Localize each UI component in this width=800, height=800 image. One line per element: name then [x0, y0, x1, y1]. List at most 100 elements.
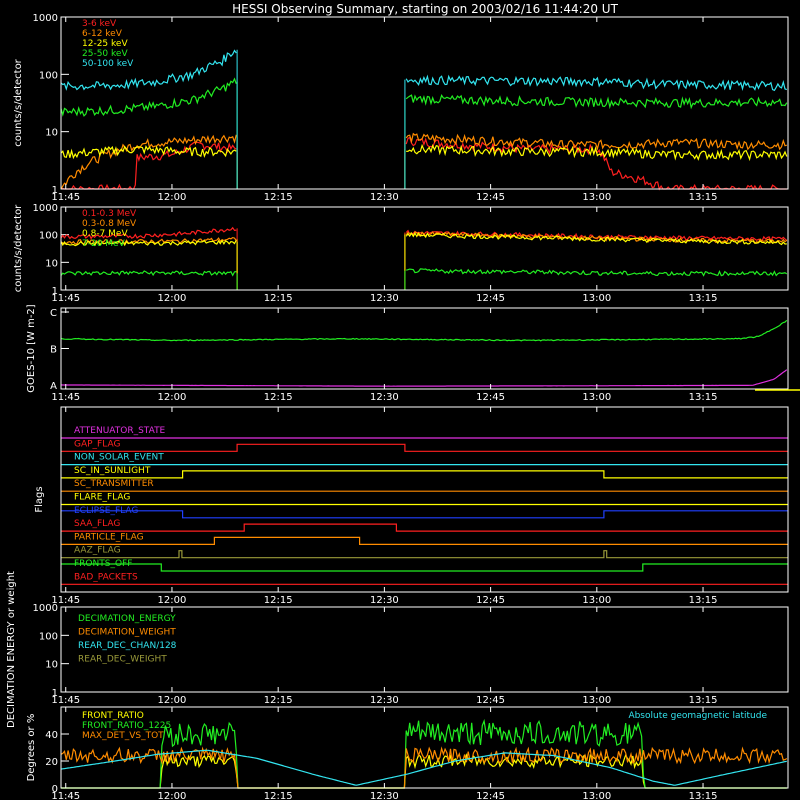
legend-entry: 6-12 keV — [82, 29, 123, 39]
time-tick-label: 12:15 — [264, 293, 293, 304]
series-line — [60, 749, 787, 786]
flag-line — [61, 536, 788, 545]
y-axis-label: counts/s/detector — [13, 58, 24, 146]
chart-title: HESSI Observing Summary, starting on 200… — [232, 2, 618, 16]
y-tick-label: 1000 — [33, 203, 58, 214]
ratios-panel: 0 20 40 Degrees or % 11:45 12:00 12:15 12:30 12:… — [26, 706, 789, 800]
time-tick-label: 12:00 — [158, 595, 187, 606]
flag-line — [61, 510, 788, 519]
time-tick-label: 13:15 — [689, 695, 718, 706]
flags-panel: Flags ATTENUATOR_STATE GAP_FLAG NON_SOLAR_E… — [34, 406, 789, 606]
legend-entry: 12-25 keV — [82, 39, 128, 49]
flag-label: FLARE_FLAG — [74, 493, 130, 503]
highenergy-panel: 1 10 100 1000 counts/s/detector 11:45 12:00 12:… — [13, 203, 789, 304]
y-tick-label: 1 — [52, 286, 58, 297]
time-tick-label: 11:45 — [51, 695, 80, 706]
time-tick-label: 12:15 — [264, 695, 293, 706]
annotation: Absolute geomagnetic latitude — [628, 711, 767, 721]
time-tick-label: 11:45 — [51, 791, 80, 800]
time-tick-label: 12:15 — [264, 192, 293, 203]
goes-panel: A B C GOES-10 [W m-2] 11:45 12:00 12:15 12:30 12… — [26, 304, 800, 403]
time-tick-label: 12:45 — [476, 791, 505, 800]
time-tick-label: 12:00 — [158, 695, 187, 706]
series-line — [60, 268, 788, 277]
flag-label: BAD_PACKETS — [74, 572, 138, 582]
time-tick-label: 13:00 — [582, 192, 611, 203]
y-tick-label: 100 — [39, 231, 58, 242]
y-tick-label: 1 — [52, 185, 58, 196]
series-line — [60, 746, 788, 789]
y-tick-label: 1000 — [33, 13, 58, 24]
panel-frame — [60, 706, 789, 789]
legend-entry: DECIMATION_WEIGHT — [78, 628, 176, 638]
time-tick-label: 12:00 — [158, 791, 187, 800]
time-tick-label: 12:45 — [476, 293, 505, 304]
flag-label: AAZ_FLAG — [74, 546, 121, 556]
time-tick-label: 12:45 — [476, 392, 505, 403]
time-tick-label: 12:30 — [370, 392, 399, 403]
time-tick-label: 12:15 — [264, 595, 293, 606]
flag-label: SC_TRANSMITTER — [74, 479, 154, 489]
y-axis-label: Degrees or % — [26, 714, 37, 782]
time-tick-label: 13:15 — [689, 791, 718, 800]
lightcurves-panel: 1 10 100 1000 counts/s/detector 11:45 12:00 12:… — [13, 13, 789, 203]
time-tick-label: 12:15 — [264, 392, 293, 403]
time-tick-label: 12:00 — [158, 192, 187, 203]
y-axis-label: GOES-10 [W m-2] — [26, 304, 37, 392]
series-line — [60, 49, 788, 92]
legend-entry: 50-100 keV — [82, 59, 134, 69]
time-tick-label: 13:15 — [689, 392, 718, 403]
time-tick-label: 12:00 — [158, 392, 187, 403]
panel-frame — [60, 307, 789, 390]
time-tick-label: 12:45 — [476, 695, 505, 706]
y-tick-label: 10 — [45, 660, 58, 671]
y-tick-label: 100 — [39, 631, 58, 642]
legend-entry: REAR_DEC_CHAN/128 — [78, 641, 177, 651]
legend-entry: FRONT_RATIO — [82, 711, 144, 721]
y-tick-label: 1000 — [33, 603, 58, 614]
y-tick-label: 40 — [45, 730, 58, 741]
legend-entry: 25-50 keV — [82, 49, 128, 59]
time-tick-label: 12:45 — [476, 595, 505, 606]
time-tick-label: 12:30 — [370, 595, 399, 606]
legend-entry: 0.8-7 MeV — [82, 229, 128, 239]
time-tick-label: 12:30 — [370, 791, 399, 800]
time-tick-label: 12:30 — [370, 695, 399, 706]
y-tick-label: 20 — [45, 757, 58, 768]
flag-line — [61, 443, 788, 452]
legend-entry: MAX_DET_VS_TOT — [82, 731, 164, 741]
time-tick-label: 12:45 — [476, 192, 505, 203]
y-axis-label: counts/s/detector — [13, 204, 24, 292]
panel-frame — [60, 16, 789, 190]
time-tick-label: 12:15 — [264, 791, 293, 800]
time-tick-label: 12:00 — [158, 293, 187, 304]
y-tick-label: 1 — [52, 688, 58, 699]
time-tick-label: 12:30 — [370, 192, 399, 203]
y-tick-label: 10 — [45, 258, 58, 269]
legend-entry: 0.1-0.3 MeV — [82, 209, 137, 219]
decimation-panel: 1 10 100 1000 DECIMATION ENERGY or weight 11:… — [6, 571, 789, 728]
y-tick-label: 100 — [39, 70, 58, 81]
time-tick-label: 11:45 — [51, 293, 80, 304]
flag-label: SAA_FLAG — [74, 519, 120, 529]
y-axis-label: Flags — [34, 486, 45, 512]
y-tick-label: 10 — [45, 128, 58, 139]
time-tick-label: 11:45 — [51, 595, 80, 606]
legend-entry: 0.3-0.8 MeV — [82, 219, 137, 229]
y-tick-label: 0 — [52, 784, 58, 795]
y-axis-label: DECIMATION ENERGY or weight — [6, 571, 17, 728]
time-tick-label: 13:15 — [689, 192, 718, 203]
legend-entry: FRONT_RATIO_1225 — [82, 721, 171, 731]
series-line — [60, 143, 788, 162]
time-tick-label: 13:15 — [689, 595, 718, 606]
y-tick-label: B — [50, 345, 57, 356]
flag-line — [61, 563, 788, 572]
legend-entry: DECIMATION_ENERGY — [78, 614, 176, 624]
series-line — [60, 231, 787, 247]
time-tick-label: 13:00 — [582, 791, 611, 800]
panel-frame — [60, 206, 789, 291]
time-tick-label: 12:30 — [370, 293, 399, 304]
flag-label: PARTICLE_FLAG — [74, 532, 144, 542]
y-tick-label: A — [50, 381, 57, 392]
